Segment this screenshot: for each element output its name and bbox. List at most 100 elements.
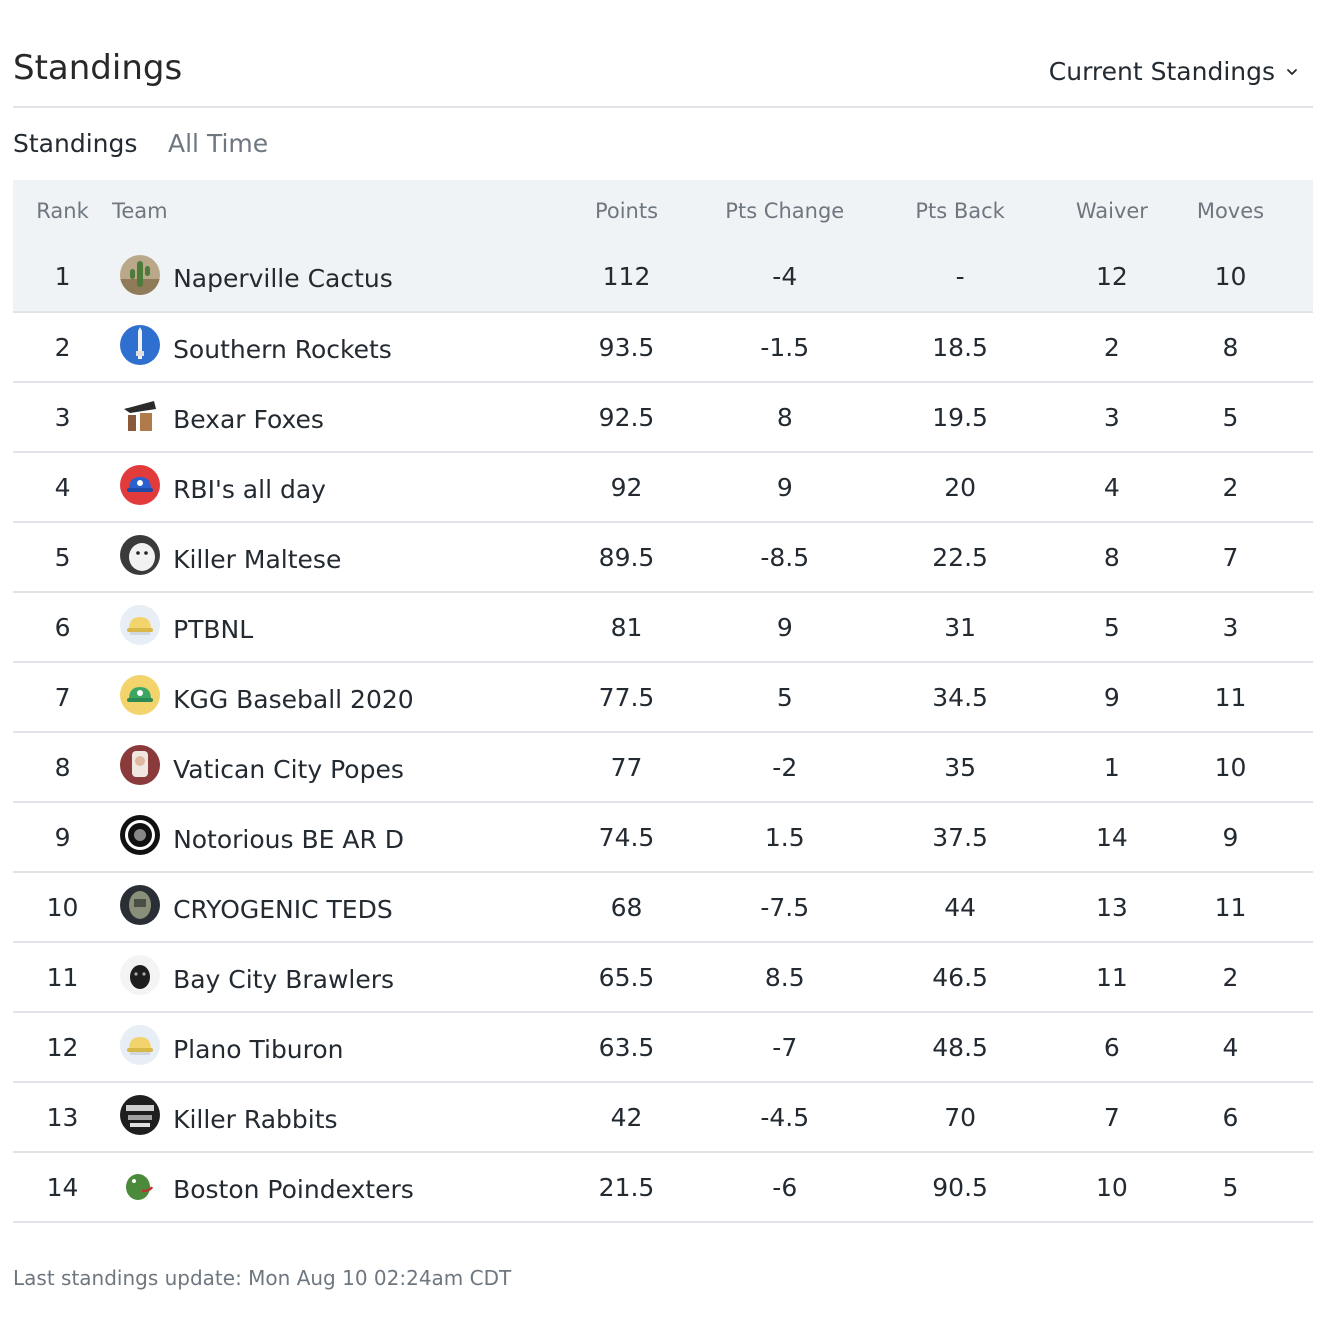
team-info: Killer Maltese [112,535,528,575]
team-info: KGG Baseball 2020 [112,675,528,715]
green-cap-icon[interactable] [120,675,161,715]
waiver-cell: 5 [1075,592,1148,663]
points-cell: 92.5 [527,382,726,453]
column-header-points[interactable]: Points [594,199,659,223]
chevron-down-icon [1287,69,1297,75]
moves-cell: 5 [1147,382,1313,453]
team-cell: Bexar Foxes [112,382,528,453]
table-row[interactable]: 2 Southern Rockets 93.5 -1.5 18.5 2 8 [13,312,1313,383]
pts-change-cell: -4.5 [725,1082,845,1153]
table-row[interactable]: 13 Killer Rabbits 42 -4.5 70 7 6 [13,1082,1313,1153]
table-row[interactable]: 4 RBI's all day 92 9 20 4 2 [13,452,1313,523]
tab-all-time[interactable]: All Time [168,129,269,158]
team-name-link[interactable]: Bexar Foxes [173,404,324,434]
dog-icon[interactable] [120,535,161,575]
points-cell: 68 [527,872,726,943]
moves-cell: 8 [1147,312,1313,383]
team-name-link[interactable]: Plano Tiburon [173,1034,344,1064]
team-name-link[interactable]: RBI's all day [173,474,326,504]
pts-back-cell: 90.5 [844,1152,1076,1223]
team-info: CRYOGENIC TEDS [112,885,528,925]
puppy-icon[interactable] [120,955,161,995]
pts-back-cell: 46.5 [844,942,1076,1013]
rank-cell: 14 [13,1152,113,1223]
team-info: Boston Poindexters [112,1165,528,1205]
team-name-link[interactable]: Bay City Brawlers [173,964,395,994]
rank-cell: 4 [13,452,113,523]
team-info: Bexar Foxes [112,395,528,435]
table-row[interactable]: 5 Killer Maltese 89.5 -8.5 22.5 8 7 [13,522,1313,593]
pope-icon[interactable] [120,745,161,785]
pts-back-cell: 20 [844,452,1076,523]
team-cell: Notorious BE AR D [112,802,528,873]
column-header-pts-change[interactable]: Pts Change [725,199,845,223]
fox-icon[interactable] [120,395,161,435]
table-row[interactable]: 6 PTBNL 81 9 31 5 3 [13,592,1313,663]
team-name-link[interactable]: Killer Maltese [173,544,342,574]
team-info: RBI's all day [112,465,528,505]
pts-change-cell: 8.5 [725,942,845,1013]
table-row[interactable]: 1 Naperville Cactus 112 -4-12 10 [13,242,1313,313]
rank-cell: 8 [13,732,113,803]
pts-change-cell: -7.5 [725,872,845,943]
table-row[interactable]: 8 Vatican City Popes 77 -2 35 1 10 [13,732,1313,803]
team-name-link[interactable]: PTBNL [173,614,254,644]
pts-change-cell: 8 [725,382,845,453]
table-row[interactable]: 14 Boston Poindexters 21.5 -6 90.5 10 5 [13,1152,1313,1223]
team-name-link[interactable]: Killer Rabbits [173,1104,338,1134]
team-cell: Killer Rabbits [112,1082,528,1153]
table-row[interactable]: 10 CRYOGENIC TEDS 68 -7.5 44 13 11 [13,872,1313,943]
dinosaur-icon[interactable] [120,1165,161,1205]
waiver-cell: 13 [1075,872,1148,943]
team-name-link[interactable]: Notorious BE AR D [173,824,405,854]
table-row[interactable]: 11 Bay City Brawlers 65.5 8.5 46.5 11 2 [13,942,1313,1013]
column-header-moves[interactable]: Moves [1196,199,1265,223]
column-header-pts-back[interactable]: Pts Back [915,199,1005,223]
pts-change-cell: 5 [725,662,845,733]
table-row[interactable]: 9 Notorious BE AR D 74.5 1.5 37.5 14 9 [13,802,1313,873]
standings-table: Rank Team Points Pts Change Pts Back Wai… [13,180,1313,1223]
team-name-link[interactable]: KGG Baseball 2020 [173,684,414,714]
moves-cell: 2 [1147,942,1313,1013]
team-name-link[interactable]: Boston Poindexters [173,1174,414,1204]
last-update-note: Last standings update: Mon Aug 10 02:24a… [13,1266,512,1290]
pts-change-cell: 9 [725,592,845,663]
rank-cell: 7 [13,662,113,733]
pts-back-cell: 35 [844,732,1076,803]
column-header-rank[interactable]: Rank [36,199,89,223]
team-name-link[interactable]: Naperville Cactus [173,264,393,293]
yellow-cap-icon[interactable] [120,1025,161,1065]
red-cap-icon[interactable] [120,465,161,505]
team-info: Notorious BE AR D [112,815,528,855]
team-name-link[interactable]: Vatican City Popes [173,754,404,784]
pts-change-cell: -6 [725,1152,845,1223]
table-row[interactable]: 3 Bexar Foxes 92.5 8 19.5 3 5 [13,382,1313,453]
view-select-dropdown[interactable]: Current Standings [1049,56,1299,88]
moves-cell: 6 [1147,1082,1313,1153]
waiver-cell: 2 [1075,312,1148,383]
team-name-link[interactable]: CRYOGENIC TEDS [173,894,393,924]
pts-change-cell: -2 [725,732,845,803]
column-header-team[interactable]: Team [112,199,168,223]
tab-standings[interactable]: Standings [13,129,138,158]
table-row[interactable]: 12 Plano Tiburon 63.5 -7 48.5 6 4 [13,1012,1313,1083]
rank-cell: 6 [13,592,113,663]
rabbit-icon[interactable] [120,1095,161,1135]
pts-change-cell: 1.5 [725,802,845,873]
pts-back-cell: 34.5 [844,662,1076,733]
waiver-cell: 14 [1075,802,1148,873]
cactus-icon[interactable] [120,254,161,295]
team-name-link[interactable]: Southern Rockets [173,334,392,364]
view-select-label: Current Standings [1048,57,1275,86]
pts-back-cell: 70 [844,1082,1076,1153]
badge-icon[interactable] [120,815,161,855]
helmet-icon[interactable] [120,885,161,925]
yellow-cap-icon[interactable] [120,605,161,645]
rocket-icon[interactable] [120,325,161,365]
pts-back-cell: 48.5 [844,1012,1076,1083]
rank-cell: 1 [13,242,113,313]
moves-cell: 11 [1147,872,1313,943]
rank-cell: 3 [13,382,113,453]
table-row[interactable]: 7 KGG Baseball 2020 77.5 5 34.5 9 11 [13,662,1313,733]
column-header-waiver[interactable]: Waiver [1075,199,1148,223]
